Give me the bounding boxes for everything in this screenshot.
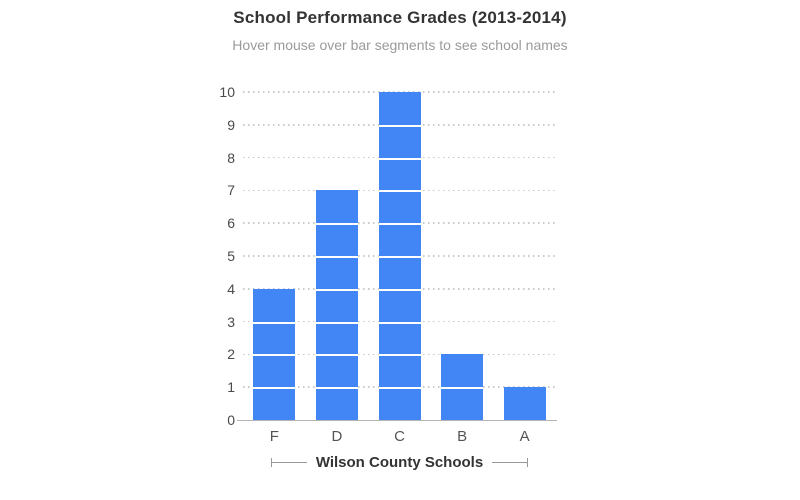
y-tick-label: 3 (227, 313, 235, 330)
y-tick-label: 9 (227, 116, 235, 133)
x-tick-label-C: C (394, 428, 405, 445)
bar-segment[interactable] (378, 223, 421, 256)
bar-segment[interactable] (378, 124, 421, 158)
x-axis-title: Wilson County Schools (315, 453, 484, 471)
y-tick-label: 10 (219, 84, 235, 100)
bar-segment[interactable] (378, 92, 421, 125)
bar-segment[interactable] (253, 288, 296, 322)
bar-segment[interactable] (503, 387, 546, 420)
chart-subtitle: Hover mouse over bar segments to see sch… (232, 37, 568, 53)
bar-segment[interactable] (315, 288, 358, 322)
bar-B (441, 354, 484, 420)
chart-title: School Performance Grades (2013-2014) (233, 8, 567, 27)
y-tick-label: 7 (227, 182, 235, 199)
bar-segment[interactable] (378, 354, 421, 388)
bar-segment[interactable] (315, 321, 358, 355)
y-tick-label: 0 (227, 412, 235, 428)
gridline (243, 91, 556, 93)
bar-segment[interactable] (378, 387, 421, 420)
bar-segment[interactable] (378, 256, 421, 289)
bar-segment[interactable] (253, 321, 296, 355)
x-axis-line (237, 420, 557, 421)
bar-segment[interactable] (378, 288, 421, 322)
y-tick-label: 5 (227, 248, 235, 264)
bar-segment[interactable] (441, 387, 484, 420)
y-tick-label: 4 (227, 280, 235, 297)
bar-segment[interactable] (378, 157, 421, 191)
x-tick-label-B: B (457, 428, 468, 445)
bar-segment[interactable] (315, 223, 358, 256)
bar-segment[interactable] (315, 256, 358, 289)
x-tick-label-F: F (269, 428, 279, 445)
bracket-left-icon (270, 457, 307, 467)
bar-C (378, 92, 421, 420)
bracket-right-icon (492, 457, 529, 467)
plot-area: 0 1 2 3 4 5 6 7 8 9 10 (219, 84, 557, 428)
bar-segment[interactable] (378, 190, 421, 224)
bar-A (503, 387, 546, 420)
y-tick-label: 1 (227, 379, 235, 396)
bar-segment[interactable] (378, 321, 421, 355)
y-tick-label: 2 (227, 346, 235, 363)
x-tick-label-A: A (519, 428, 530, 445)
bar-segment[interactable] (315, 190, 358, 224)
y-tick-label: 8 (227, 149, 235, 166)
gridline (243, 255, 556, 257)
bar-segment[interactable] (315, 354, 358, 388)
x-axis-group-label: Wilson County Schools (243, 453, 556, 471)
bar-D (315, 190, 358, 420)
bar-F (253, 288, 296, 420)
y-tick-label: 6 (227, 215, 235, 232)
bar-segment[interactable] (315, 387, 358, 420)
bar-segment[interactable] (253, 354, 296, 388)
x-tick-label-D: D (331, 428, 343, 445)
bar-segment[interactable] (441, 354, 484, 388)
bar-segment[interactable] (253, 387, 296, 420)
